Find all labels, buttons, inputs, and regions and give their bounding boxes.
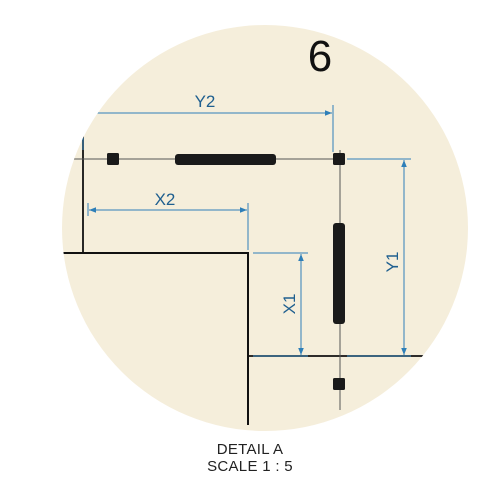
dimension-label-x2: X2 [155,190,176,209]
dimension-label-y1: Y1 [383,252,402,273]
dimension-label-y2: Y2 [195,92,216,111]
part-outline-left [62,252,249,425]
vertical-slot [333,223,345,324]
detail-scale: SCALE 1 : 5 [207,458,293,475]
detail-number: 6 [308,32,332,81]
horizontal-slot [175,154,276,165]
square-hole-left [107,153,119,165]
detail-title: DETAIL A [216,441,284,458]
square-hole-bottom [333,378,345,390]
detail-circle [62,25,468,431]
square-hole-corner [333,153,345,165]
dimension-label-x1: X1 [280,294,299,315]
